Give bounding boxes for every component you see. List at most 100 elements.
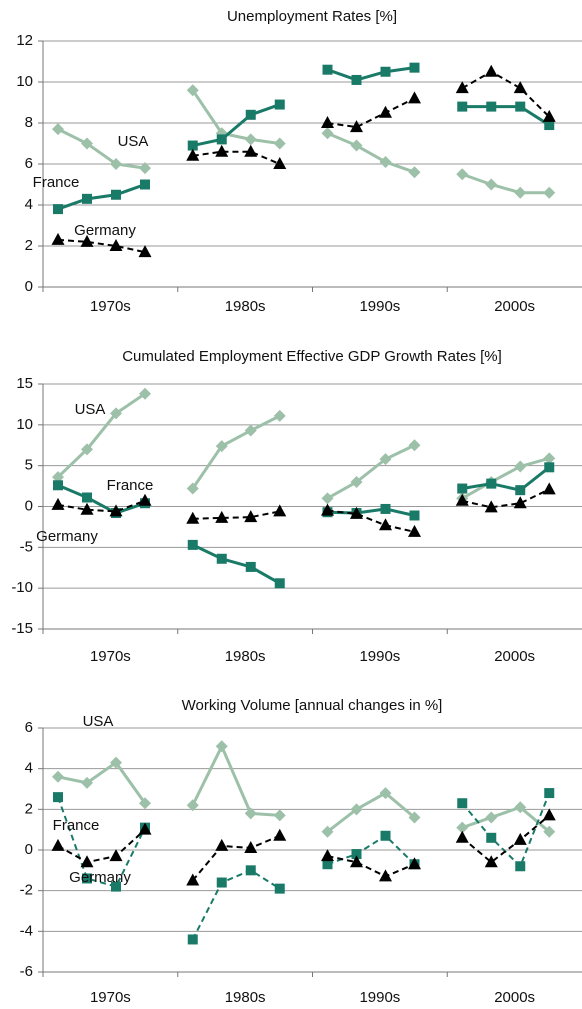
series-label: USA xyxy=(75,401,106,418)
diamond-marker xyxy=(321,127,334,140)
triangle-marker xyxy=(455,81,469,94)
chart-title: Unemployment Rates [%] xyxy=(227,8,397,25)
square-marker xyxy=(380,830,391,841)
series-line xyxy=(191,414,281,490)
triangle-marker xyxy=(484,64,498,77)
diamond-marker xyxy=(81,443,93,456)
diamond-marker xyxy=(186,84,199,97)
series-line xyxy=(462,466,551,492)
square-marker xyxy=(245,561,256,572)
series-label: USA xyxy=(83,713,114,730)
diamond-marker xyxy=(52,471,64,484)
series-line xyxy=(326,131,415,174)
triangle-marker xyxy=(379,869,392,882)
diamond-marker xyxy=(321,492,334,505)
diamond-marker xyxy=(485,811,498,824)
square-marker xyxy=(457,101,468,112)
series-line xyxy=(327,855,415,878)
triangle-marker xyxy=(321,116,334,128)
y-tick-label: 4 xyxy=(25,196,33,213)
x-tick-label: 1990s xyxy=(359,648,400,665)
x-tick-label: 1970s xyxy=(90,298,131,315)
diamond-marker xyxy=(379,155,392,168)
triangle-marker xyxy=(273,504,287,517)
series-line xyxy=(462,105,551,127)
diamond-marker xyxy=(379,787,392,800)
diamond-marker xyxy=(244,133,257,146)
series-line xyxy=(461,814,550,864)
y-tick-label: 10 xyxy=(16,73,33,90)
diamond-marker xyxy=(514,186,527,199)
y-tick-label: 4 xyxy=(25,760,33,777)
series-line xyxy=(461,70,550,118)
square-marker xyxy=(187,934,198,945)
square-marker xyxy=(544,120,555,131)
square-marker xyxy=(274,883,285,894)
triangle-marker xyxy=(408,857,421,870)
x-tick-label: 2000s xyxy=(494,298,535,315)
y-tick-label: 0 xyxy=(25,841,33,858)
triangle-marker xyxy=(513,81,527,94)
square-marker xyxy=(111,189,121,200)
triangle-marker xyxy=(186,873,200,886)
x-tick-label: 1980s xyxy=(225,989,266,1006)
y-tick-label: -6 xyxy=(20,963,33,980)
series-line xyxy=(57,127,146,170)
series-line xyxy=(462,488,550,509)
series-line xyxy=(461,805,551,833)
triangle-marker xyxy=(350,506,363,519)
square-marker xyxy=(457,798,468,809)
triangle-marker xyxy=(542,808,556,821)
diamond-marker xyxy=(110,407,122,420)
triangle-marker xyxy=(80,502,94,515)
square-marker xyxy=(53,204,63,215)
triangle-marker xyxy=(51,232,65,245)
square-marker xyxy=(457,483,468,494)
x-tick-label: 1970s xyxy=(90,989,131,1006)
triangle-marker xyxy=(455,493,469,506)
triangle-marker xyxy=(321,849,334,862)
triangle-marker xyxy=(484,855,498,868)
series-line xyxy=(326,791,416,833)
y-tick-label: -5 xyxy=(20,538,33,555)
triangle-marker xyxy=(273,157,287,169)
triangle-marker xyxy=(350,120,363,133)
triangle-marker xyxy=(138,245,152,258)
diamond-marker xyxy=(514,460,527,473)
series-line xyxy=(57,760,147,805)
triangle-marker xyxy=(51,497,65,510)
y-tick-label: 5 xyxy=(25,457,33,474)
square-marker xyxy=(216,877,227,888)
square-marker xyxy=(274,578,285,589)
x-tick-label: 1980s xyxy=(225,298,266,315)
diamond-marker xyxy=(273,137,286,150)
series-line xyxy=(191,742,280,817)
y-tick-label: 12 xyxy=(16,32,33,49)
diamond-marker xyxy=(215,440,228,453)
x-tick-label: 2000s xyxy=(494,989,535,1006)
triangle-marker xyxy=(215,510,229,523)
diamond-marker xyxy=(408,166,421,179)
diamond-marker xyxy=(350,139,363,152)
x-tick-label: 1980s xyxy=(225,648,266,665)
square-marker xyxy=(515,101,526,112)
series-line xyxy=(192,103,281,148)
triangle-marker xyxy=(51,838,65,851)
chart-title: Cumulated Employment Effective GDP Growt… xyxy=(122,348,502,365)
diamond-marker xyxy=(408,439,421,452)
diamond-marker xyxy=(215,740,228,753)
y-tick-label: -4 xyxy=(20,922,33,939)
square-marker xyxy=(111,881,121,892)
square-marker xyxy=(351,74,362,85)
triangle-marker xyxy=(186,511,200,524)
triangle-marker xyxy=(484,500,498,513)
series-line xyxy=(191,89,280,145)
diamond-marker xyxy=(514,801,527,814)
triangle-marker xyxy=(513,832,527,845)
triangle-marker xyxy=(244,840,258,853)
diamond-marker xyxy=(273,409,286,422)
series-line xyxy=(461,792,551,869)
triangle-marker xyxy=(273,828,287,841)
series-line xyxy=(57,483,146,515)
x-tick-label: 2000s xyxy=(494,648,535,665)
